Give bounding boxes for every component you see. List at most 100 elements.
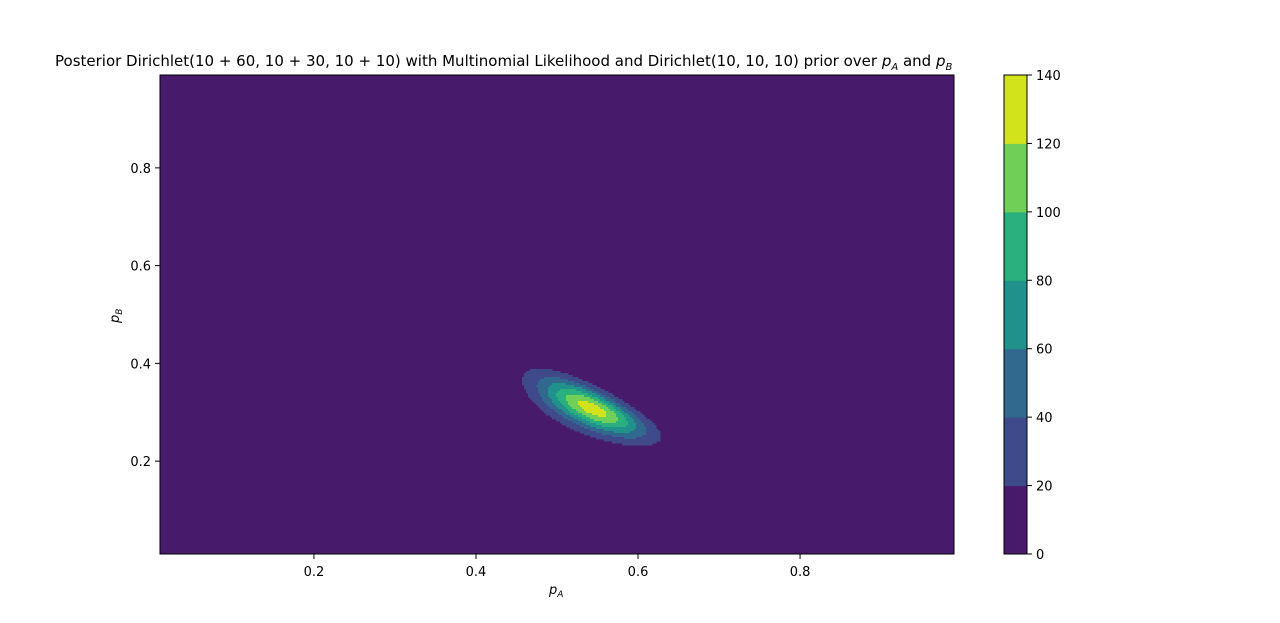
contour-band-cell <box>548 405 557 408</box>
contour-band-cell <box>600 399 607 402</box>
contour-band-cell <box>568 403 579 406</box>
contour-band-cell <box>540 393 549 396</box>
colorbar-tick-label: 40 <box>1036 411 1053 426</box>
contour-band-cell <box>626 417 633 420</box>
contour-band-cell <box>524 373 569 376</box>
contour-band-cell <box>596 393 603 396</box>
contour-band-cell <box>574 381 589 384</box>
contour-band-cell <box>578 419 587 422</box>
contour-band-cell <box>540 379 569 382</box>
contour-band-cell <box>646 429 659 432</box>
contour-band-cell <box>546 413 559 416</box>
contour-band-cell <box>552 417 565 420</box>
contour-band-cell <box>580 383 593 386</box>
contour-band-cell <box>584 395 593 398</box>
colorbar-tick-label: 100 <box>1036 206 1061 221</box>
colorbar-segment <box>1004 417 1027 487</box>
x-axis-label: pA <box>548 583 563 600</box>
contour-band-cell <box>556 395 567 398</box>
contour-band-cell <box>570 411 579 414</box>
contour-band-cell <box>578 403 595 406</box>
contour-band-cell <box>558 391 583 394</box>
contour-band-cell <box>598 397 605 400</box>
contour-band-cell <box>602 433 647 436</box>
contour-band-cell <box>546 403 555 406</box>
contour-band-cell <box>596 423 629 426</box>
contour-band-cell <box>644 425 657 428</box>
contour-band-cell <box>592 395 601 398</box>
contour-band-cell <box>578 411 587 414</box>
contour-band-cell <box>552 383 567 386</box>
contour-band-cell <box>566 383 581 386</box>
contour-band-cell <box>604 409 611 412</box>
contour-band-cell <box>634 429 647 432</box>
plot-area <box>159 74 955 555</box>
contour-band-cell <box>596 437 625 440</box>
contour-band-cell <box>548 389 561 392</box>
contour-band-cell <box>606 411 615 414</box>
contour-band-cell <box>534 401 545 404</box>
contour-band-cell <box>640 419 651 422</box>
contour-band-cell <box>582 413 593 416</box>
contour-band-cell <box>536 385 551 388</box>
contour-band-cell <box>562 423 577 426</box>
contour-band-cell <box>538 383 553 386</box>
contour-band-cell <box>586 423 597 426</box>
contour-band-cell <box>540 407 551 410</box>
contour-band-cell <box>592 391 599 394</box>
contour-band-cell <box>566 397 591 400</box>
contour-band-cell <box>618 419 627 422</box>
contour-band-cell <box>596 427 637 430</box>
contour-band-cell <box>616 415 625 418</box>
colorbar-tick-label: 0 <box>1036 548 1044 563</box>
contour-band-cell <box>630 415 637 418</box>
colorbar-segment <box>1004 143 1027 213</box>
contour-band-cell <box>570 427 585 430</box>
contour-band-cell <box>594 419 619 422</box>
contour-band-cell <box>606 405 613 408</box>
contour-band-cell <box>530 369 553 372</box>
contour-band-cell <box>574 385 587 388</box>
contour-band-cell <box>550 415 563 418</box>
contour-band-cell <box>588 401 599 404</box>
chart-title: Posterior Dirichlet(10 + 60, 10 + 30, 10… <box>55 52 953 73</box>
contour-band-cell <box>634 419 641 422</box>
contour-band-cell <box>622 409 629 412</box>
contour-band-cell <box>604 439 661 442</box>
contour-band-cell <box>578 401 589 404</box>
contour-band-cell <box>548 393 557 396</box>
contour-band-cell <box>616 421 629 424</box>
contour-band-cell <box>542 409 555 412</box>
contour-band-cell <box>538 389 549 392</box>
contour-band-cell <box>626 425 637 428</box>
contour-band-cell <box>580 425 591 428</box>
contour-band-cell <box>622 443 653 446</box>
colorbar-segment <box>1004 348 1027 418</box>
contour-band-cell <box>554 409 563 412</box>
contour-band-cell <box>622 405 631 408</box>
contour-band-cell <box>522 381 539 384</box>
contour-band-cell <box>570 405 581 408</box>
contour-band-cell <box>584 409 605 412</box>
x-tick-label: 0.8 <box>790 565 811 580</box>
contour-band-cell <box>566 425 581 428</box>
contour-band-cell <box>566 399 595 402</box>
contour-band-cell <box>628 413 635 416</box>
colorbar-tick-label: 60 <box>1036 343 1053 358</box>
colorbar-tick-label: 80 <box>1036 274 1053 289</box>
contour-band-cell <box>590 421 603 424</box>
contour-band-cell <box>604 401 611 404</box>
plot-background <box>160 75 954 554</box>
contour-band-cell <box>542 399 553 402</box>
contour-band-cell <box>642 435 661 438</box>
contour-band-cell <box>636 423 645 426</box>
contour-band-cell <box>614 399 623 402</box>
contour-band-cell <box>560 421 573 424</box>
contour-band-cell <box>628 421 635 424</box>
contour-band-cell <box>572 421 583 424</box>
contour-band-cell <box>628 423 637 426</box>
contour-band-cell <box>556 393 589 396</box>
y-axis-label: pB <box>108 309 125 324</box>
contour-band-cell <box>608 403 615 406</box>
contour-band-cell <box>562 415 571 418</box>
